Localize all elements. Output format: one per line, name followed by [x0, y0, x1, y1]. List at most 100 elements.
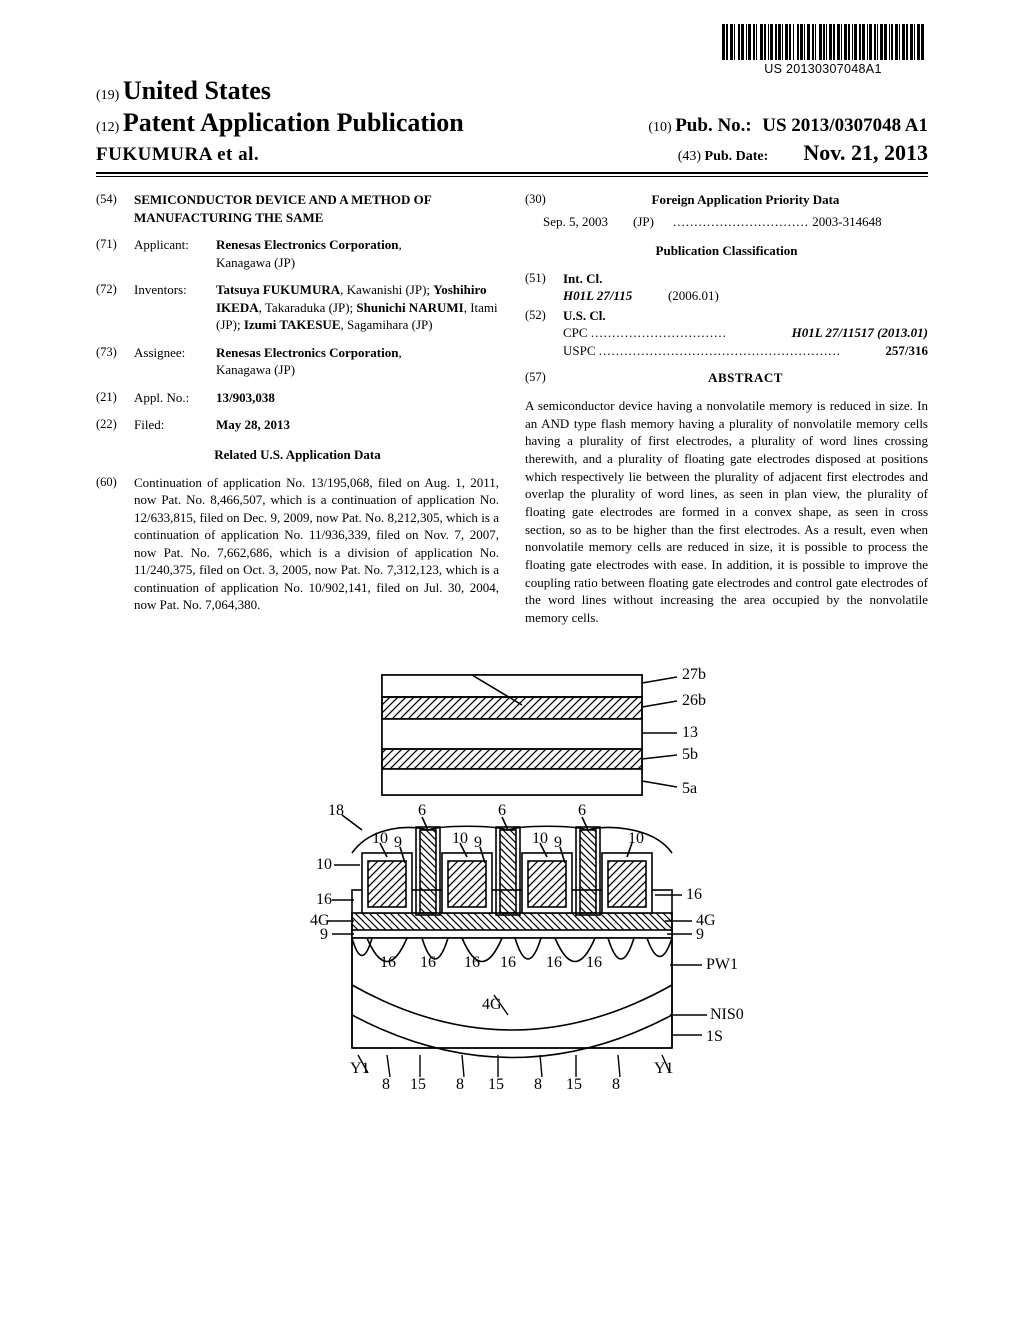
fig-label-8-3: 8 [534, 1076, 542, 1093]
fig-label-8-2: 8 [456, 1076, 464, 1093]
applicant-name: Renesas Electronics Corporation [216, 237, 398, 252]
pub-number: US 2013/0307048 A1 [762, 115, 928, 136]
pubclass-head: Publication Classification [525, 242, 928, 260]
applicant-row: (71) Applicant: Renesas Electronics Corp… [96, 236, 499, 271]
fig-label-15-1: 15 [410, 1076, 426, 1093]
pubno-label: Pub. No.: [675, 115, 752, 136]
inventors-list: Tatsuya FUKUMURA, Kawanishi (JP); Yoshih… [216, 281, 499, 334]
assignee-loc: Kanagawa (JP) [216, 362, 295, 377]
fig-label-16r: 16 [686, 886, 702, 903]
related-row: (60) Continuation of application No. 13/… [96, 474, 499, 614]
inid-73: (73) [96, 344, 134, 379]
fig-label-9l: 9 [320, 926, 328, 943]
cpc-val: H01L 27/11517 (2013.01) [792, 325, 928, 340]
filed-label: Filed: [134, 416, 216, 434]
inid-72: (72) [96, 281, 134, 334]
pub-date: Nov. 21, 2013 [803, 140, 928, 165]
barcode-icon [722, 24, 924, 60]
title-row: (54) SEMICONDUCTOR DEVICE AND A METHOD O… [96, 191, 499, 226]
fig-label-1S: 1S [706, 1028, 723, 1045]
patent-figure: 27b 26b 13 5b 5a 18 6 6 6 10 10 10 10 9 … [272, 655, 752, 1125]
fig-label-9-2: 9 [474, 834, 482, 851]
barcode-text: US 20130307048A1 [722, 62, 924, 76]
fig-label-16-3: 16 [464, 954, 480, 971]
header-rule-thin [96, 176, 928, 177]
country: United States [123, 76, 271, 105]
foreign-no: 2003-314648 [812, 213, 881, 231]
fig-label-Y1l: Y1 [350, 1060, 370, 1077]
inventors-row: (72) Inventors: Tatsuya FUKUMURA, Kawani… [96, 281, 499, 334]
fig-label-10-1: 10 [372, 830, 388, 847]
fig-label-16-4: 16 [500, 954, 516, 971]
pubdate-label: Pub. Date: [705, 149, 769, 164]
fig-label-27b: 27b [682, 666, 706, 683]
filed-date: May 28, 2013 [216, 417, 290, 432]
foreign-dots: ................................ [673, 213, 809, 231]
applno-row: (21) Appl. No.: 13/903,038 [96, 389, 499, 407]
fig-label-5b: 5b [682, 746, 698, 763]
inid-54: (54) [96, 191, 134, 226]
fig-label-16-1: 16 [380, 954, 396, 971]
header-line-3: FUKUMURA et al. (43) Pub. Date: Nov. 21,… [96, 140, 928, 166]
header-line-19: (19) United States [96, 76, 928, 106]
fig-label-PW1: PW1 [706, 956, 738, 973]
inid-51: (51) [525, 270, 563, 305]
intcl-code: H01L 27/115 [563, 288, 632, 303]
cpc-dots: ................................ [591, 325, 727, 340]
invention-title: SEMICONDUCTOR DEVICE AND A METHOD OF MAN… [134, 192, 431, 225]
assignee-row: (73) Assignee: Renesas Electronics Corpo… [96, 344, 499, 379]
biblio-columns: (54) SEMICONDUCTOR DEVICE AND A METHOD O… [96, 191, 928, 627]
inid-10: (10) [648, 120, 671, 135]
fig-label-16-5: 16 [546, 954, 562, 971]
assignee-label: Assignee: [134, 344, 216, 379]
fig-label-9-1: 9 [394, 834, 402, 851]
fig-label-15-3: 15 [566, 1076, 582, 1093]
fig-label-16-6: 16 [586, 954, 602, 971]
intcl-year: (2006.01) [668, 288, 719, 303]
fig-label-6-3: 6 [578, 802, 586, 819]
foreign-cc: (JP) [633, 213, 673, 231]
fig-label-10-3: 10 [532, 830, 548, 847]
fig-label-18: 18 [328, 802, 344, 819]
fig-label-16-2: 16 [420, 954, 436, 971]
intcl-row: (51) Int. Cl. H01L 27/115 (2006.01) [525, 270, 928, 305]
applicant-label: Applicant: [134, 236, 216, 271]
left-column: (54) SEMICONDUCTOR DEVICE AND A METHOD O… [96, 191, 499, 627]
inid-43: (43) [678, 149, 701, 164]
fig-label-8-1: 8 [382, 1076, 390, 1093]
fig-label-6-1: 6 [418, 802, 426, 819]
pub-type: Patent Application Publication [123, 108, 464, 137]
foreign-date: Sep. 5, 2003 [543, 213, 633, 231]
barcode-block: US 20130307048A1 [722, 24, 924, 76]
abstract-head: ABSTRACT [563, 369, 928, 387]
right-column: (30) Foreign Application Priority Data S… [525, 191, 928, 627]
abstract-text: A semiconductor device having a nonvolat… [525, 397, 928, 627]
fig-label-10-2: 10 [452, 830, 468, 847]
fig-label-16l: 16 [316, 891, 332, 908]
related-us-head: Related U.S. Application Data [96, 446, 499, 464]
inid-22: (22) [96, 416, 134, 434]
fig-label-10l: 10 [316, 856, 332, 873]
fig-label-5a: 5a [682, 780, 697, 797]
fig-label-9r: 9 [696, 926, 704, 943]
uspc-dots: ........................................… [599, 343, 841, 358]
fig-label-10-4: 10 [628, 830, 644, 847]
inid-52: (52) [525, 307, 563, 360]
fig-label-15-2: 15 [488, 1076, 504, 1093]
inid-57: (57) [525, 369, 563, 391]
inid-21: (21) [96, 389, 134, 407]
fig-label-Y1r: Y1 [654, 1060, 674, 1077]
fig-label-13: 13 [682, 724, 698, 741]
header-line-12: (12) Patent Application Publication (10)… [96, 108, 928, 138]
cpc-label: CPC [563, 325, 588, 340]
filed-row: (22) Filed: May 28, 2013 [96, 416, 499, 434]
header-rule-thick [96, 172, 928, 174]
appl-no: 13/903,038 [216, 390, 275, 405]
inid-71: (71) [96, 236, 134, 271]
inid-30: (30) [525, 191, 563, 209]
foreign-head-row: (30) Foreign Application Priority Data [525, 191, 928, 209]
fig-label-4Gc: 4G [482, 996, 502, 1013]
inid-12: (12) [96, 120, 119, 135]
assignee-name: Renesas Electronics Corporation [216, 345, 398, 360]
fig-label-8-4: 8 [612, 1076, 620, 1093]
